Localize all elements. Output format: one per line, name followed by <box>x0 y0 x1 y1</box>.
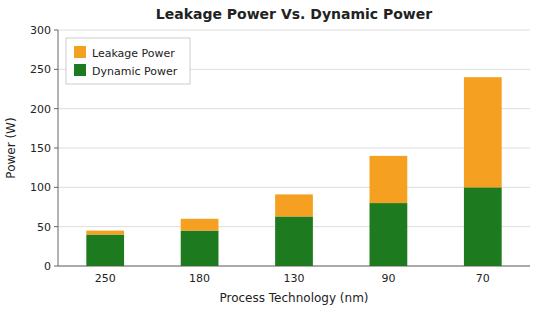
chart: 0 50 100 150 200 250 300 250 180 130 90 70 Leakage P… <box>0 0 544 312</box>
bar-segment <box>275 194 313 216</box>
grid <box>58 30 530 266</box>
grid-line <box>58 148 530 149</box>
legend-frame <box>66 38 190 84</box>
x-tick-label: 130 <box>284 272 305 285</box>
y-tick <box>54 30 58 31</box>
y-tick <box>54 148 58 149</box>
bar-segment <box>370 203 408 266</box>
bar-segment <box>181 219 219 231</box>
y-tick <box>54 226 58 227</box>
x-tick-label: 90 <box>381 272 395 285</box>
axes: 0 50 100 150 200 250 300 250 180 130 90 70 <box>30 24 530 285</box>
grid-line <box>58 187 530 188</box>
legend-label: Dynamic Power <box>92 65 178 78</box>
y-tick-label: 100 <box>30 181 51 194</box>
y-tick-label: 150 <box>30 142 51 155</box>
legend-swatch <box>74 46 86 58</box>
x-axis-label: Process Technology (nm) <box>219 291 368 305</box>
legend: Leakage Power Dynamic Power <box>66 38 190 84</box>
y-tick-label: 250 <box>30 63 51 76</box>
bar-segment <box>275 216 313 266</box>
y-tick-label: 50 <box>37 221 51 234</box>
title: Leakage Power Vs. Dynamic Power <box>156 6 432 22</box>
y-tick-label: 200 <box>30 103 51 116</box>
grid-line <box>58 30 530 31</box>
legend-swatch <box>74 64 86 76</box>
y-tick <box>54 108 58 109</box>
y-tick-label: 300 <box>30 24 51 37</box>
grid-line <box>58 108 530 109</box>
bar-segment <box>86 235 124 266</box>
y-tick-label: 0 <box>44 260 51 273</box>
chart-container: 0 50 100 150 200 250 300 250 180 130 90 70 Leakage P… <box>0 0 544 312</box>
legend-label: Leakage Power <box>92 47 175 60</box>
y-tick <box>54 266 58 267</box>
y-tick <box>54 187 58 188</box>
x-tick-label: 180 <box>189 272 210 285</box>
x-tick-label: 70 <box>476 272 490 285</box>
y-axis-label: Power (W) <box>4 117 18 178</box>
bar-segment <box>181 231 219 266</box>
bar-segment <box>86 231 124 235</box>
bar-segment <box>464 187 502 266</box>
bars <box>86 77 501 266</box>
bar-segment <box>464 77 502 187</box>
y-axis-line <box>58 30 59 266</box>
bar-segment <box>370 156 408 203</box>
y-tick <box>54 69 58 70</box>
x-tick-label: 250 <box>95 272 116 285</box>
